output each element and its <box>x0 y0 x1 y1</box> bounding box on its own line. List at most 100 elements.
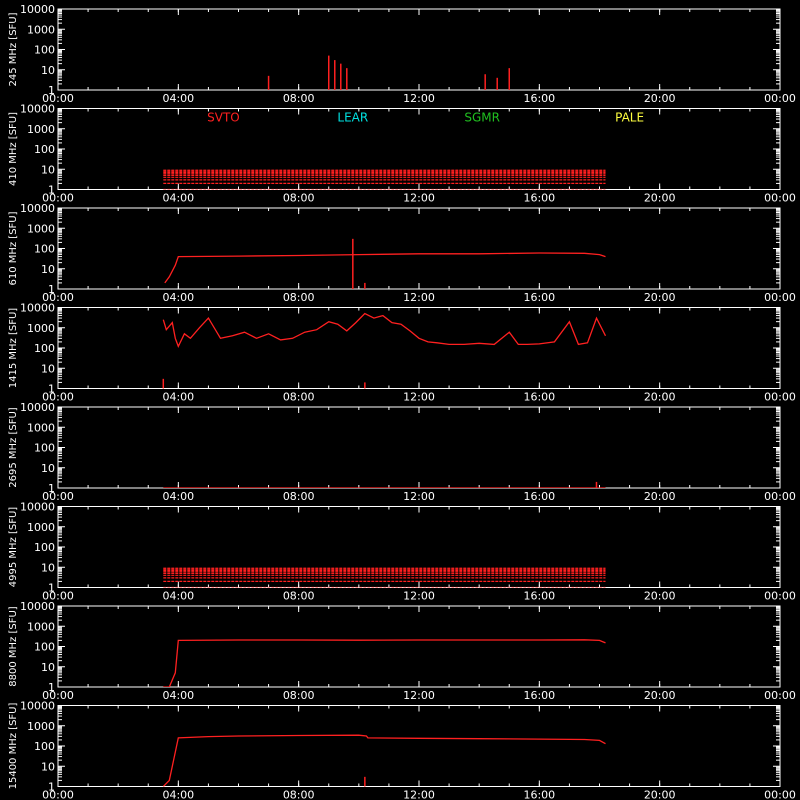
y-tick-label: 1 <box>48 283 55 296</box>
x-tick-label: 08:00 <box>283 391 315 404</box>
y-tick-label: 10 <box>41 362 55 375</box>
x-tick-label: 00:00 <box>42 92 74 105</box>
y-tick-label: 10000 <box>20 600 55 613</box>
y-axis-label: 245 MHz [SFU] <box>8 12 19 86</box>
x-tick-label: 08:00 <box>283 789 315 800</box>
x-tick-label: 16:00 <box>523 689 555 702</box>
x-tick-label: 00:00 <box>764 689 796 702</box>
x-tick-label: 04:00 <box>162 391 194 404</box>
panel-8800-mhz: 1 10 100 1000 10000 00:00 04:00 08:00 12:00 16:00… <box>8 600 796 702</box>
y-axis-label: 8800 MHz [SFU] <box>8 606 19 687</box>
y-tick-label: 10 <box>41 561 55 574</box>
y-tick-label: 100 <box>34 342 55 355</box>
x-tick-label: 16:00 <box>523 92 555 105</box>
y-axis-label: 410 MHz [SFU] <box>8 112 19 186</box>
flux-line <box>164 252 606 284</box>
series-group <box>267 55 510 90</box>
legend-pale: PALE <box>615 111 644 125</box>
x-tick-label: 08:00 <box>283 92 315 105</box>
y-axis-label: 2695 MHz [SFU] <box>8 407 19 488</box>
x-tick-label: 00:00 <box>42 789 74 800</box>
x-tick-label: 08:00 <box>283 291 315 304</box>
x-tick-label: 00:00 <box>764 291 796 304</box>
x-tick-label: 16:00 <box>523 291 555 304</box>
y-tick-label: 1 <box>48 681 55 694</box>
x-tick-label: 16:00 <box>523 490 555 503</box>
x-tick-label: 04:00 <box>162 192 194 205</box>
y-tick-label: 10 <box>41 64 55 77</box>
y-tick-label: 1 <box>48 184 55 197</box>
legend-lear: LEAR <box>337 111 368 125</box>
x-tick-label: 16:00 <box>523 192 555 205</box>
x-tick-label: 12:00 <box>403 192 435 205</box>
x-tick-label: 00:00 <box>42 192 74 205</box>
y-tick-label: 1000 <box>27 322 55 335</box>
x-tick-label: 00:00 <box>42 291 74 304</box>
x-tick-label: 20:00 <box>644 490 676 503</box>
y-tick-label: 10000 <box>20 103 55 116</box>
x-tick-label: 04:00 <box>162 590 194 603</box>
y-tick-label: 10 <box>41 263 55 276</box>
x-tick-label: 00:00 <box>764 789 796 800</box>
legend-svto: SVTO <box>207 111 240 125</box>
x-tick-label: 00:00 <box>42 590 74 603</box>
y-tick-label: 10 <box>41 760 55 773</box>
y-tick-label: 10000 <box>20 302 55 315</box>
series-group <box>163 639 606 687</box>
x-tick-label: 20:00 <box>644 590 676 603</box>
x-tick-label: 08:00 <box>283 689 315 702</box>
y-tick-label: 10 <box>41 163 55 176</box>
series-group <box>163 481 606 488</box>
x-tick-label: 00:00 <box>42 490 74 503</box>
x-tick-label: 08:00 <box>283 192 315 205</box>
panel-4995-mhz: 1 10 100 1000 10000 00:00 04:00 08:00 12:00 16:00… <box>8 501 796 603</box>
y-tick-label: 100 <box>34 143 55 156</box>
panel-610-mhz: 1 10 100 1000 10000 00:00 04:00 08:00 12:00 16:00… <box>8 202 796 304</box>
y-axis-label: 4995 MHz [SFU] <box>8 507 19 588</box>
x-tick-label: 08:00 <box>283 490 315 503</box>
x-tick-label: 12:00 <box>403 291 435 304</box>
x-tick-label: 20:00 <box>644 92 676 105</box>
y-tick-label: 100 <box>34 740 55 753</box>
y-axis-label: 1415 MHz [SFU] <box>8 308 19 389</box>
x-tick-label: 04:00 <box>162 291 194 304</box>
flux-line <box>163 639 606 687</box>
x-tick-label: 00:00 <box>764 590 796 603</box>
x-tick-label: 12:00 <box>403 92 435 105</box>
y-tick-label: 10000 <box>20 3 55 16</box>
y-tick-label: 1000 <box>27 421 55 434</box>
y-tick-label: 1 <box>48 84 55 97</box>
legend-sgmr: SGMR <box>464 111 500 125</box>
y-tick-label: 10000 <box>20 501 55 514</box>
y-tick-label: 1000 <box>27 222 55 235</box>
flux-line <box>162 734 606 787</box>
y-tick-label: 1 <box>48 482 55 495</box>
y-tick-label: 1000 <box>27 620 55 633</box>
y-tick-label: 1000 <box>27 521 55 534</box>
y-tick-label: 100 <box>34 541 55 554</box>
x-tick-label: 04:00 <box>162 789 194 800</box>
y-tick-label: 100 <box>34 44 55 57</box>
x-tick-label: 00:00 <box>42 689 74 702</box>
x-tick-label: 12:00 <box>403 789 435 800</box>
y-tick-label: 100 <box>34 442 55 455</box>
x-tick-label: 12:00 <box>403 490 435 503</box>
x-tick-label: 20:00 <box>644 789 676 800</box>
panel-15400-mhz: 1 10 100 1000 10000 00:00 04:00 08:00 12:00 16:00… <box>8 700 796 800</box>
x-tick-label: 20:00 <box>644 192 676 205</box>
y-tick-label: 1 <box>48 582 55 595</box>
y-tick-label: 1 <box>48 383 55 396</box>
x-tick-label: 00:00 <box>764 92 796 105</box>
y-tick-label: 100 <box>34 641 55 654</box>
y-axis-label: 15400 MHz [SFU] <box>8 703 19 790</box>
x-tick-label: 20:00 <box>644 291 676 304</box>
panel-245-mhz: 1 10 100 1000 10000 00:00 04:00 08:00 12:00 16:00… <box>8 3 796 105</box>
y-tick-label: 10000 <box>20 401 55 414</box>
series-group <box>162 312 607 389</box>
x-tick-label: 04:00 <box>162 92 194 105</box>
panel-1415-mhz: 1 10 100 1000 10000 00:00 04:00 08:00 12:00 16:00… <box>8 302 796 404</box>
x-tick-label: 04:00 <box>162 689 194 702</box>
y-axis-label: 610 MHz [SFU] <box>8 211 19 285</box>
x-tick-label: 00:00 <box>764 192 796 205</box>
